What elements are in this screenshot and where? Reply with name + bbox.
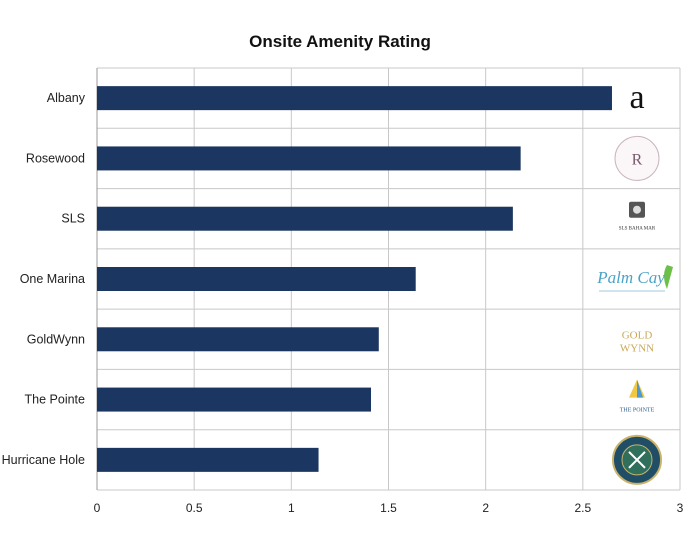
x-tick-label: 2.5 — [574, 501, 591, 515]
category-label: GoldWynn — [27, 332, 85, 346]
palm-cay-leaf — [664, 265, 673, 289]
x-tick-label: 0.5 — [186, 501, 203, 515]
bar-one-marina — [97, 267, 416, 291]
the-pointe-wordmark: THE POINTE — [620, 408, 655, 414]
chart-title: Onsite Amenity Rating — [249, 32, 431, 51]
palm-cay-wordmark: Palm Cay — [596, 268, 665, 287]
x-tick-label: 3 — [677, 501, 684, 515]
the-pointe-sail-2 — [637, 379, 643, 398]
bars — [97, 86, 612, 472]
bar-sls — [97, 206, 513, 231]
goldwynn-word-2: WYNN — [620, 342, 654, 354]
albany-logo: a — [629, 79, 644, 116]
x-tick-label: 1.5 — [380, 501, 397, 515]
rosewood-badge — [614, 135, 660, 181]
x-tick-label: 1 — [288, 501, 295, 515]
albany-mark: a — [629, 79, 644, 116]
category-label: Rosewood — [26, 151, 85, 165]
bar-the-pointe — [97, 387, 372, 412]
category-label: One Marina — [20, 272, 85, 286]
x-tick-label: 2 — [482, 501, 489, 515]
x-tick-label: 0 — [94, 501, 101, 515]
rosewood-logo: R — [614, 135, 660, 181]
hurricane-hole-logo — [612, 434, 662, 485]
rosewood-mark: R — [632, 151, 643, 168]
bar-hurricane-hole — [97, 447, 319, 472]
bar-rosewood — [97, 146, 521, 171]
hurricane-hole-flags — [628, 451, 646, 469]
palm-cay-logo: Palm Cay — [596, 265, 673, 292]
bar-goldwynn — [97, 327, 379, 352]
category-label: SLS — [61, 212, 85, 226]
category-label: Albany — [47, 91, 86, 105]
sls-logo: SLS BAHA MAR — [619, 201, 656, 232]
category-label: The Pointe — [25, 393, 86, 407]
sls-crest-detail — [633, 205, 641, 214]
labels: 0 0.5 1 1.5 2 2.5 3 Albany Rosewood SLS One Marina… — [2, 91, 684, 515]
category-label: Hurricane Hole — [2, 453, 85, 467]
sls-wordmark: SLS BAHA MAR — [619, 227, 656, 232]
the-pointe-logo: THE POINTE — [620, 379, 655, 414]
goldwynn-word-1: GOLD — [622, 329, 653, 341]
bar-albany — [97, 86, 612, 111]
